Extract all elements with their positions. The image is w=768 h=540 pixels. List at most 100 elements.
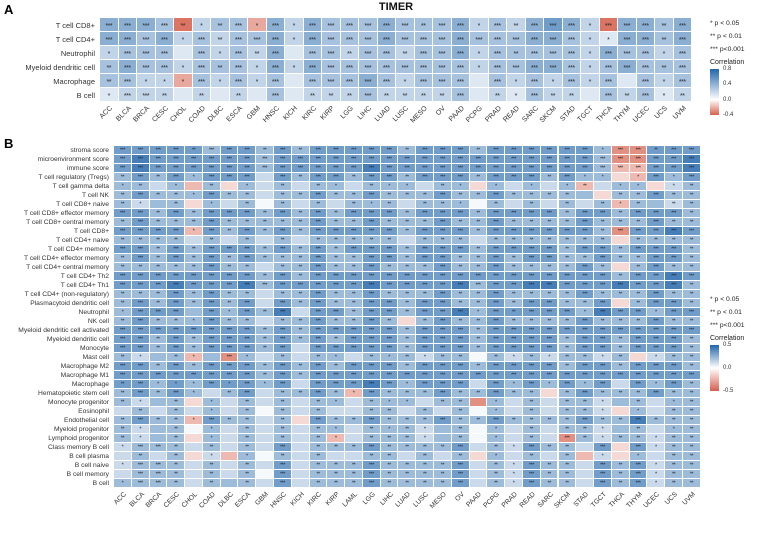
heatmap-cell: ** [345,236,362,244]
heatmap-cell: ** [451,317,469,325]
significance-stars: ** [618,435,623,442]
heatmap-cell: * [469,308,487,316]
significance-stars: ** [174,264,178,271]
heatmap-cell: *** [192,46,210,59]
heatmap-cell: ** [611,389,629,397]
heatmap-cell: *** [469,272,487,280]
significance-stars: ** [245,471,249,478]
significance-stars: * [619,201,622,208]
significance-stars: *** [386,282,392,289]
heatmap-cell: *** [309,272,327,280]
heatmap-cell: ** [167,479,185,487]
heatmap-cell: *** [238,326,256,334]
significance-stars: *** [368,165,374,172]
heatmap-cell: *** [238,209,256,217]
significance-stars: ** [680,92,685,100]
significance-stars: ** [547,291,551,298]
heatmap-cell: *** [487,389,505,397]
heatmap-cell: *** [647,209,665,217]
heatmap-cell: *** [202,308,220,316]
significance-stars: *** [617,327,623,334]
heatmap-cell: *** [629,470,647,478]
heatmap-cell: *** [238,308,256,316]
heatmap-cell: *** [487,218,505,226]
significance-stars: ** [120,264,125,271]
heatmap-cell: ** [380,218,398,226]
heatmap-cell: *** [540,146,558,154]
significance-stars: *** [173,174,179,181]
significance-stars: *** [635,309,641,316]
heatmap-cell: ** [522,425,540,433]
significance-stars: *** [582,282,588,289]
colorbar-tick: 0.4 [723,81,732,88]
significance-stars: ** [217,22,223,30]
heatmap-cell: *** [274,281,291,289]
heatmap-cell: ** [149,218,167,226]
significance-stars: ** [316,237,320,244]
significance-stars: *** [368,147,374,154]
heatmap-cell: ** [167,443,185,451]
heatmap-cell: *** [487,380,505,388]
heatmap-cell: ** [149,290,167,298]
significance-stars: *** [688,174,694,181]
heatmap-cell: ** [185,245,202,253]
significance-stars: *** [439,336,445,343]
significance-stars: ** [316,471,320,478]
significance-stars: *** [546,210,552,217]
heatmap-cell: ** [114,254,131,262]
significance-stars: *** [279,156,285,163]
significance-stars: *** [137,255,143,262]
heatmap-cell: ** [274,452,291,460]
significance-stars: ** [405,354,409,361]
significance-stars: * [672,183,675,190]
heatmap-cell: * [611,200,629,208]
heatmap-cell: ** [682,200,700,208]
heatmap-cell: *** [618,46,636,59]
heatmap-cell [581,88,599,101]
significance-stars: ** [583,435,587,442]
heatmap-cell: ** [398,218,416,226]
significance-stars: *** [155,471,161,478]
significance-stars: ** [298,336,303,343]
heatmap-cell: ** [256,362,273,370]
significance-stars: *** [617,372,623,379]
heatmap-cell: ** [114,380,131,388]
heatmap-cell: ** [507,18,525,31]
heatmap-cell [434,452,451,460]
heatmap-cell: *** [274,344,291,352]
heatmap-cell: ** [149,236,167,244]
heatmap-cell: *** [327,173,345,181]
significance-stars: ** [174,219,178,226]
heatmap-cell: ** [114,398,131,406]
heatmap-cell: *** [192,60,210,73]
heatmap-cell: *** [309,389,327,397]
significance-stars: ** [120,399,125,406]
significance-stars: *** [173,165,179,172]
significance-stars: ** [583,300,587,307]
significance-stars: *** [511,345,516,352]
heatmap-cell: *** [114,344,131,352]
heatmap-cell: ** [655,60,673,73]
colorbar-tick: 0.5 [723,342,732,348]
significance-stars: *** [528,372,534,379]
significance-stars: *** [422,246,428,253]
significance-stars: *** [226,354,232,361]
significance-stars: ** [494,480,498,487]
heatmap-cell: ** [114,389,131,397]
heatmap-cell: *** [562,60,580,73]
significance-stars: *** [582,147,588,154]
significance-stars: ** [583,183,587,190]
heatmap-cell: *** [525,74,543,87]
significance-stars: *** [315,327,321,334]
heatmap-cell: ** [434,479,451,487]
heatmap-cell: ** [291,209,309,217]
heatmap-cell: *** [505,173,522,181]
row-label: immune score [67,165,109,172]
significance-stars: *** [226,363,232,370]
significance-stars: *** [226,174,232,181]
heatmap-cell: ** [558,299,576,307]
heatmap-cell: *** [149,479,167,487]
significance-stars: *** [678,78,686,86]
significance-stars: ** [671,201,676,208]
heatmap-cell: ** [655,32,673,45]
